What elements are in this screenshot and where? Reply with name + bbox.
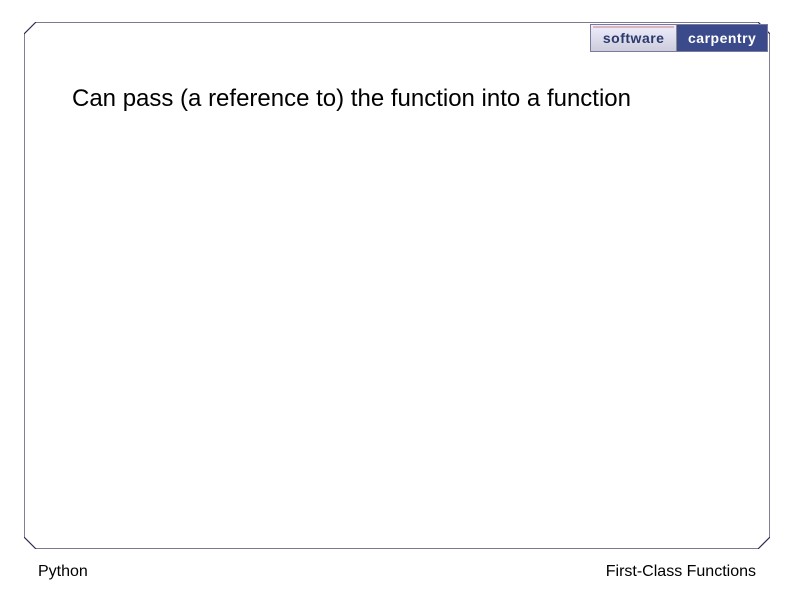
logo-right: carpentry: [677, 25, 767, 51]
software-carpentry-logo: software carpentry: [590, 24, 768, 54]
footer-right: First-Class Functions: [606, 563, 756, 581]
logo-left: software: [591, 25, 677, 51]
footer-left: Python: [38, 563, 88, 581]
slide-heading: Can pass (a reference to) the function i…: [72, 85, 722, 113]
logo-box: software carpentry: [590, 24, 768, 52]
